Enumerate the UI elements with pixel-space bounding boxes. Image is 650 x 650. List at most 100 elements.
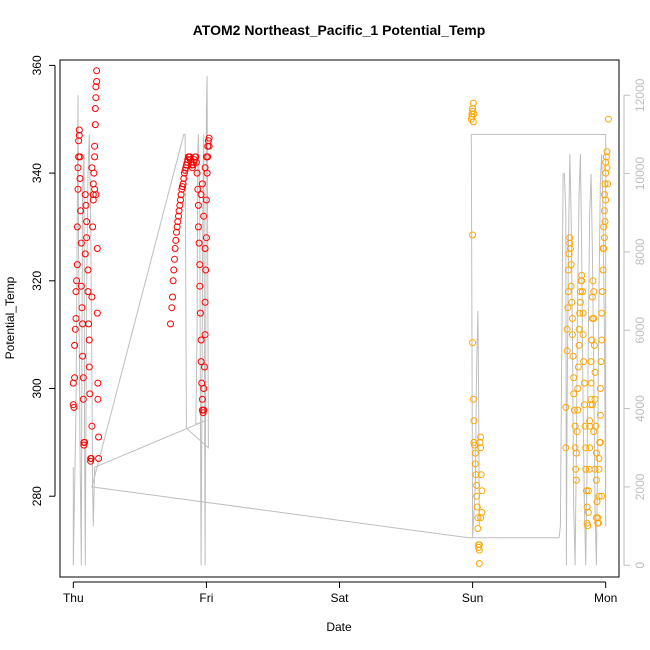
data-point-potential_temp_orange bbox=[591, 465, 599, 473]
y-axis: 280 300 320 340 360 bbox=[30, 55, 56, 506]
data-point-potential_temp_orange bbox=[471, 449, 479, 457]
data-point-potential_temp_orange bbox=[601, 218, 609, 226]
data-point-potential_temp_orange bbox=[472, 471, 480, 479]
data-point-potential_temp_orange bbox=[598, 288, 606, 296]
data-point-potential_temp_red bbox=[192, 158, 200, 166]
data-point-potential_temp_red bbox=[91, 153, 99, 161]
data-point-potential_temp_orange bbox=[578, 271, 586, 279]
data-point-potential_temp_orange bbox=[592, 476, 600, 484]
data-point-potential_temp_red bbox=[205, 142, 213, 150]
data-point-potential_temp_red bbox=[87, 455, 95, 462]
data-point-potential_temp_orange bbox=[562, 444, 570, 452]
data-point-potential_temp_red bbox=[202, 196, 210, 204]
data-point-potential_temp_red bbox=[93, 67, 101, 75]
data-point-potential_temp_red bbox=[75, 126, 83, 134]
data-point-potential_temp_orange bbox=[598, 492, 606, 500]
data-point-potential_temp_orange bbox=[587, 358, 595, 366]
x-axis-label: Date bbox=[326, 620, 352, 634]
data-point-potential_temp_red bbox=[72, 315, 80, 322]
data-point-potential_temp_red bbox=[85, 336, 93, 344]
data-point-potential_temp_red bbox=[204, 137, 212, 145]
data-point-potential_temp_orange bbox=[563, 325, 571, 333]
data-point-potential_temp_orange bbox=[580, 358, 588, 366]
data-point-potential_temp_red bbox=[92, 94, 100, 102]
data-point-potential_temp_red bbox=[83, 218, 91, 226]
y-axis-right: 0 2000 4000 6000 8000 10000 12000 bbox=[623, 78, 647, 569]
data-point-potential_temp_red bbox=[81, 438, 89, 446]
data-point-potential_temp_orange bbox=[569, 352, 577, 360]
data-point-potential_temp_red bbox=[178, 183, 186, 191]
y2-tick-label: 8000 bbox=[633, 238, 647, 265]
y-tick-label: 300 bbox=[30, 378, 44, 398]
data-point-potential_temp_orange bbox=[572, 449, 580, 457]
data-point-potential_temp_orange bbox=[587, 379, 595, 387]
data-point-potential_temp_red bbox=[169, 293, 176, 301]
data-point-potential_temp_orange bbox=[600, 245, 608, 252]
data-point-potential_temp_orange bbox=[600, 207, 608, 215]
data-point-potential_temp_orange bbox=[570, 374, 578, 382]
y-tick-label: 360 bbox=[30, 55, 44, 75]
data-point-potential_temp_orange bbox=[568, 298, 576, 306]
data-point-potential_temp_orange bbox=[574, 406, 582, 414]
data-point-potential_temp_orange bbox=[570, 406, 578, 414]
data-point-potential_temp_orange bbox=[584, 508, 592, 516]
data-point-potential_temp_red bbox=[86, 390, 94, 398]
data-point-potential_temp_red bbox=[76, 153, 84, 161]
data-point-potential_temp_orange bbox=[590, 315, 598, 322]
data-point-potential_temp_orange bbox=[598, 336, 606, 344]
data-point-potential_temp_orange bbox=[576, 298, 584, 306]
data-point-potential_temp_red bbox=[75, 137, 83, 145]
data-point-potential_temp_orange bbox=[596, 411, 604, 419]
data-point-potential_temp_red bbox=[194, 201, 202, 209]
y2-tick-label: 2000 bbox=[633, 473, 647, 500]
chart-marks bbox=[69, 67, 612, 567]
data-point-potential_temp_red bbox=[91, 142, 99, 150]
data-point-potential_temp_orange bbox=[591, 368, 599, 376]
data-point-potential_temp_red bbox=[201, 298, 209, 306]
data-point-potential_temp_orange bbox=[584, 487, 592, 495]
data-point-potential_temp_red bbox=[171, 255, 178, 263]
data-point-potential_temp_orange bbox=[572, 476, 580, 484]
data-point-potential_temp_red bbox=[80, 441, 88, 449]
data-point-potential_temp_orange bbox=[595, 492, 603, 500]
data-point-potential_temp_red bbox=[75, 131, 83, 139]
data-point-potential_temp_orange bbox=[578, 288, 586, 296]
data-point-potential_temp_orange bbox=[573, 428, 581, 436]
data-point-potential_temp_orange bbox=[580, 379, 588, 387]
data-point-potential_temp_orange bbox=[601, 180, 609, 188]
data-point-potential_temp_orange bbox=[595, 465, 603, 473]
data-point-potential_temp_orange bbox=[603, 148, 611, 156]
data-point-potential_temp_orange bbox=[604, 115, 612, 123]
data-point-potential_temp_orange bbox=[477, 471, 485, 479]
data-point-potential_temp_orange bbox=[574, 385, 582, 392]
data-point-potential_temp_orange bbox=[470, 110, 478, 118]
data-point-potential_temp_orange bbox=[469, 339, 477, 347]
data-point-potential_temp_orange bbox=[592, 449, 600, 457]
data-point-potential_temp_red bbox=[177, 196, 184, 204]
y2-tick-label: 6000 bbox=[633, 317, 647, 344]
data-point-potential_temp_red bbox=[202, 266, 210, 274]
data-point-potential_temp_red bbox=[197, 336, 205, 344]
data-point-potential_temp_orange bbox=[596, 438, 604, 446]
data-point-potential_temp_red bbox=[197, 358, 205, 366]
data-point-potential_temp_orange bbox=[477, 444, 485, 452]
data-point-potential_temp_orange bbox=[469, 231, 477, 239]
data-point-potential_temp_red bbox=[94, 379, 102, 387]
data-point-potential_temp_red bbox=[71, 325, 79, 333]
data-point-potential_temp_red bbox=[173, 228, 180, 236]
data-point-potential_temp_orange bbox=[474, 514, 482, 522]
data-point-potential_temp_orange bbox=[468, 110, 476, 118]
data-point-potential_temp_orange bbox=[475, 560, 483, 567]
data-point-potential_temp_red bbox=[79, 395, 87, 403]
data-point-potential_temp_red bbox=[81, 191, 89, 199]
data-point-potential_temp_orange bbox=[591, 395, 599, 403]
data-point-potential_temp_orange bbox=[475, 543, 483, 551]
data-point-potential_temp_red bbox=[91, 121, 99, 129]
x-axis: Thu Fri Sat Sun Mon bbox=[63, 581, 617, 605]
data-point-potential_temp_orange bbox=[586, 417, 594, 425]
data-point-potential_temp_red bbox=[93, 245, 101, 252]
data-point-potential_temp_red bbox=[95, 455, 103, 462]
data-point-potential_temp_orange bbox=[584, 522, 592, 530]
data-point-potential_temp_orange bbox=[575, 341, 583, 349]
